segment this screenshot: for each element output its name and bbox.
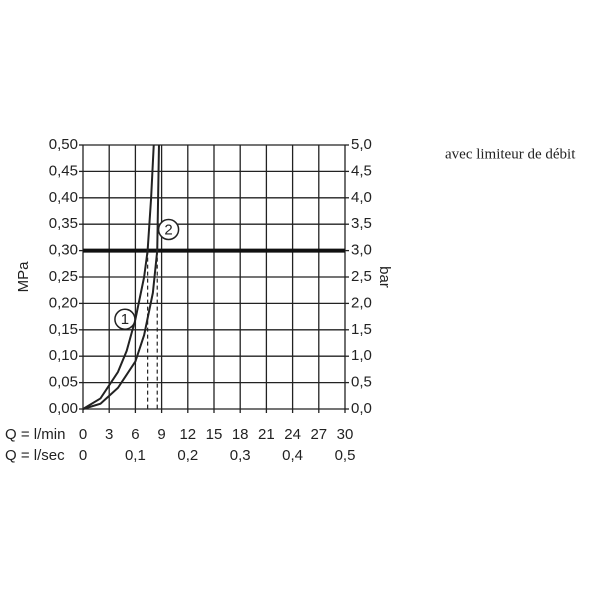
- x-tick-label: 6: [131, 426, 139, 443]
- y2-tick-label: 3,5: [351, 215, 372, 232]
- curve-label-circle: [157, 218, 180, 241]
- y2-axis-label: bar: [376, 266, 393, 288]
- x-tick-label: 3: [105, 426, 113, 443]
- y2-tick-label: 0,0: [351, 400, 372, 417]
- x2-tick-label: 0,5: [335, 447, 356, 464]
- y-tick-label: 0,35: [49, 215, 78, 232]
- x-tick-label: 18: [232, 426, 249, 443]
- y2-tick-label: 3,0: [351, 242, 372, 259]
- x2-tick-label: 0,3: [230, 447, 251, 464]
- x-tick-label: 21: [258, 426, 275, 443]
- curve-label: 1: [121, 311, 129, 328]
- x2-tick-label: 0,4: [282, 447, 303, 464]
- y-tick-label: 0,40: [49, 189, 78, 206]
- x-tick-label: 30: [337, 426, 354, 443]
- curve-label: 2: [164, 221, 172, 238]
- y-tick-label: 0,10: [49, 347, 78, 364]
- y2-tick-label: 2,5: [351, 268, 372, 285]
- y-tick-label: 0,20: [49, 294, 78, 311]
- y2-tick-label: 4,5: [351, 162, 372, 179]
- x2-axis-label: Q = l/sec: [5, 447, 65, 464]
- annotation: avec limiteur de débit: [445, 146, 576, 162]
- x-tick-label: 27: [310, 426, 327, 443]
- y-tick-label: 0,00: [49, 400, 78, 417]
- curve: [82, 144, 160, 410]
- y-tick-label: 0,30: [49, 242, 78, 259]
- x-tick-label: 24: [284, 426, 301, 443]
- y2-tick-label: 4,0: [351, 189, 372, 206]
- y-tick-label: 0,05: [49, 374, 78, 391]
- y2-tick-label: 2,0: [351, 294, 372, 311]
- x-tick-label: 0: [79, 426, 87, 443]
- x-tick-label: 9: [157, 426, 165, 443]
- y2-tick-label: 0,5: [351, 374, 372, 391]
- y-tick-label: 0,15: [49, 321, 78, 338]
- y2-tick-label: 1,0: [351, 347, 372, 364]
- y-axis-label: MPa: [15, 261, 32, 293]
- x-tick-label: 15: [206, 426, 223, 443]
- curve-label-circle: [114, 308, 136, 330]
- x-tick-label: 12: [179, 426, 196, 443]
- y-tick-label: 0,50: [49, 136, 78, 153]
- y-tick-label: 0,45: [49, 162, 78, 179]
- x-axis-label: Q = l/min: [5, 426, 65, 443]
- x2-tick-label: 0,1: [125, 447, 146, 464]
- x2-tick-label: 0,2: [177, 447, 198, 464]
- y2-tick-label: 1,5: [351, 321, 372, 338]
- x2-tick-label: 0: [79, 447, 87, 464]
- y-tick-label: 0,25: [49, 268, 78, 285]
- y2-tick-label: 5,0: [351, 136, 372, 153]
